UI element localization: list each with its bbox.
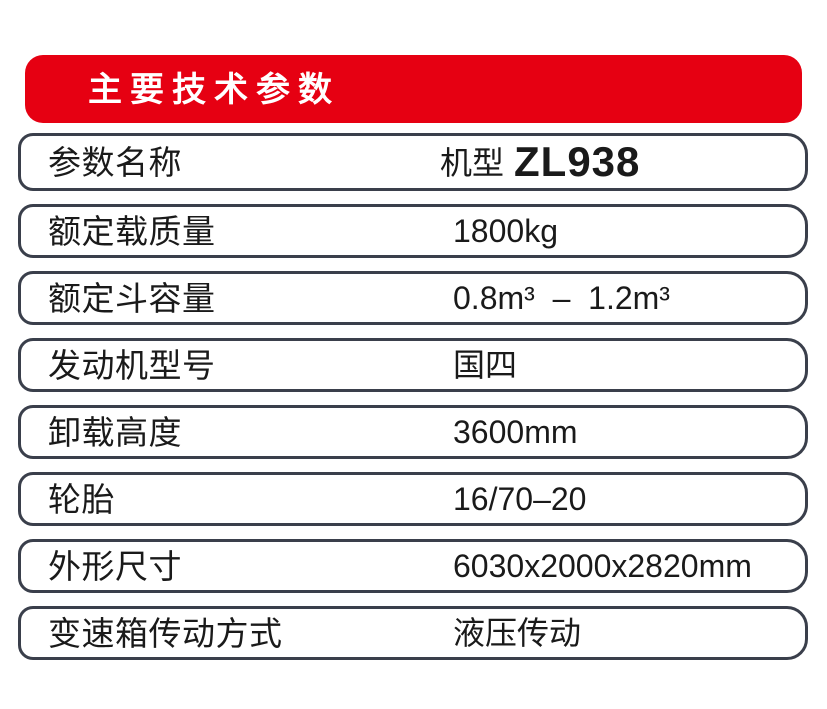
table-row-bucket-capacity: 额定斗容量 0.8m³ – 1.2m³ [18,271,808,325]
model-number: ZL938 [514,138,641,185]
table-row-dump-height: 卸载高度 3600mm [18,405,808,459]
section-header-bar: 主要技术参数 [25,55,802,123]
table-row-parameter-name: 参数名称 机型 ZL938 [18,133,808,191]
row-label: 发动机型号 [48,346,216,384]
row-label: 变速箱传动方式 [48,614,283,652]
spec-table: 参数名称 机型 ZL938 额定载质量 1800kg 额定斗容量 0.8m³ – … [18,133,808,673]
row-label: 轮胎 [48,480,115,518]
table-row-tires: 轮胎 16/70–20 [18,472,808,526]
row-value: 机型 ZL938 [440,141,640,183]
row-value: 16/70–20 [453,481,587,517]
row-label: 外形尺寸 [48,547,182,585]
table-row-overall-dimensions: 外形尺寸 6030x2000x2820mm [18,539,808,593]
model-prefix: 机型 [440,145,505,181]
row-label: 卸载高度 [48,413,182,451]
row-value: 0.8m³ – 1.2m³ [453,280,670,316]
table-row-engine-model: 发动机型号 国四 [18,338,808,392]
table-row-transmission-type: 变速箱传动方式 液压传动 [18,606,808,660]
row-label: 参数名称 [48,143,182,181]
row-value: 液压传动 [453,615,582,651]
section-title: 主要技术参数 [88,71,340,109]
table-row-rated-load: 额定载质量 1800kg [18,204,808,258]
row-label: 额定载质量 [48,212,216,250]
row-value: 3600mm [453,414,578,450]
row-label: 额定斗容量 [48,279,216,317]
row-value: 国四 [453,347,518,383]
row-value: 6030x2000x2820mm [453,548,752,584]
row-value: 1800kg [453,213,558,249]
